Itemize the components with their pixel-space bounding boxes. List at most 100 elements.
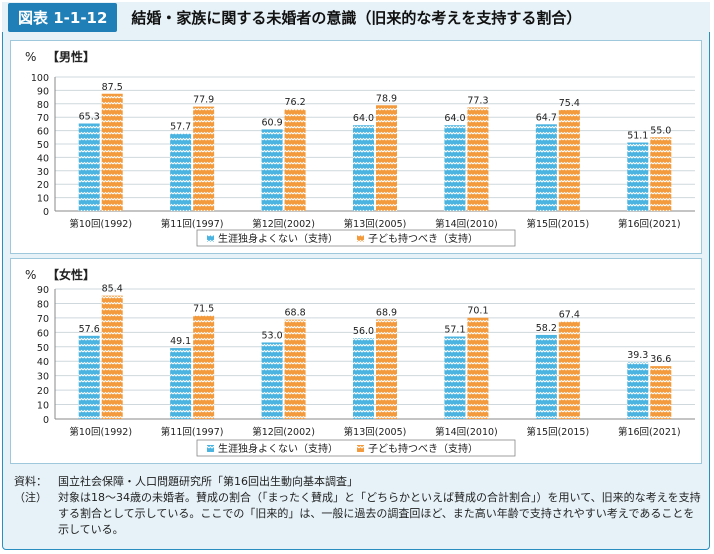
legend-swatch [207,235,214,242]
bar [170,133,192,211]
bar [650,366,672,419]
bar [170,348,192,419]
chart-male: % 【男性】 0 10 20 30 40 50 60 70 80 90 100 65.3 87.5 第10回(… [25,49,695,247]
data-label: 39.3 [627,350,648,361]
data-label: 55.0 [650,125,671,136]
y-tick-label: 10 [37,401,49,412]
source-text: 国立社会保障・人口問題研究所「第16回出生動向基本調査」 [58,475,358,488]
y-tick-label: 30 [37,372,49,383]
x-tick-label: 第13回(2005) [344,218,407,230]
data-label: 70.1 [467,306,488,317]
y-tick-label: 0 [43,415,49,426]
legend-swatch [357,445,364,452]
x-tick-label: 第13回(2005) [344,426,407,438]
data-label: 65.3 [79,111,100,122]
bar [467,107,489,211]
data-label: 53.0 [261,330,282,341]
y-tick-label: 100 [31,73,49,84]
y-tick-label: 60 [37,328,49,339]
data-label: 58.2 [536,323,557,334]
bar [376,105,397,211]
data-label: 64.0 [444,113,465,124]
source-key: 資料： [14,475,47,488]
legend-box [196,229,516,247]
data-label: 64.7 [536,112,557,123]
data-label: 49.1 [170,336,191,347]
bar [650,137,672,211]
bar [261,342,283,419]
legend-swatch [207,445,214,452]
data-label: 51.1 [627,131,648,142]
bar [284,108,306,211]
data-label: 60.9 [261,117,282,128]
x-tick-label: 第16回(2021) [618,218,681,230]
bar [353,125,374,211]
legend-label: 生涯独身よくない（支持） [218,232,338,245]
chart-female: % 【女性】 0 10 20 30 40 50 60 70 80 90 57.6 85.4 第10回(199… [25,267,695,457]
legend-swatch [357,235,364,242]
x-tick-label: 第10回(1992) [69,426,132,438]
bar [444,336,466,419]
x-tick-label: 第10回(1992) [69,218,132,230]
x-tick-label: 第11回(1997) [161,218,224,230]
bar [627,142,649,211]
bar [193,106,215,211]
y-tick-label: 90 [37,86,49,97]
x-tick-label: 第12回(2002) [252,426,315,438]
bar [193,315,215,419]
data-label: 67.4 [559,310,580,321]
y-tick-label: 20 [37,180,49,191]
x-tick-label: 第11回(1997) [161,426,224,438]
y-tick-label: 70 [37,314,49,325]
y-tick-label: 50 [37,343,49,354]
y-tick-label: 60 [37,127,49,138]
y-tick-label: 50 [37,140,49,151]
legend-label: 子ども持つべき（支持） [368,442,478,455]
data-label: 71.5 [193,304,214,315]
x-tick-label: 第15回(2015) [527,218,590,230]
x-tick-label: 第12回(2002) [252,218,315,230]
note-key: （注） [14,491,47,504]
y-tick-label: 40 [37,153,49,164]
bar [376,319,397,419]
data-label: 87.5 [102,82,123,93]
bar [558,321,580,419]
x-tick-label: 第16回(2021) [618,426,681,438]
y-tick-label: 0 [43,207,49,218]
y-tick-label: 70 [37,113,49,124]
x-tick-label: 第14回(2010) [435,426,498,438]
data-label: 78.9 [376,93,397,104]
data-label: 64.0 [353,113,374,124]
bar [101,295,123,419]
data-label: 75.4 [559,98,580,109]
legend-label: 子ども持つべき（支持） [368,232,478,245]
notes: 資料： 国立社会保障・人口問題研究所「第16回出生動向基本調査」 （注） 対象は18… [14,474,704,538]
bar [78,123,100,211]
chart-panel-female: % 【女性】 0 10 20 30 40 50 60 70 80 90 57.6 85.4 第10回(199… [10,258,702,464]
y-tick-label: 80 [37,100,49,111]
chart-title: 【男性】 [47,49,95,64]
bar [78,335,100,419]
data-label: 77.3 [467,95,488,106]
y-tick-label: 20 [37,386,49,397]
y-tick-label: 90 [37,285,49,296]
y-tick-label: 10 [37,194,49,205]
figure-title: 結婚・家族に関する未婚者の意識（旧来的な考えを支持する割合） [131,8,582,27]
y-tick-label: 30 [37,167,49,178]
data-label: 68.9 [376,307,397,318]
data-label: 77.9 [193,95,214,106]
bar [284,319,306,419]
figure-header: 図表 1-1-12 結婚・家族に関する未婚者の意識（旧来的な考えを支持する割合） [2,2,710,32]
data-label: 76.2 [284,97,305,108]
bar [558,109,580,211]
y-unit-label: % [25,50,36,64]
bar [261,129,283,211]
data-label: 57.1 [444,325,465,336]
data-label: 57.7 [170,122,191,133]
bar [353,338,374,419]
chart-title: 【女性】 [47,267,95,282]
note-text: 対象は18〜34歳の未婚者。賛成の割合（「まったく賛成」と「どちらかといえば賛成… [58,491,701,536]
bar [101,93,123,211]
y-tick-label: 40 [37,357,49,368]
bar [627,362,649,419]
